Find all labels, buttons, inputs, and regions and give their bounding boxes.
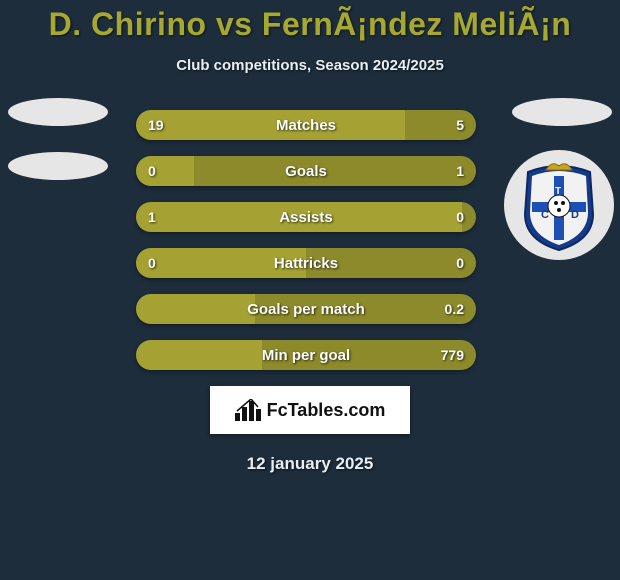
- brand-badge[interactable]: FcTables.com: [210, 386, 410, 434]
- stats-area: C D T Matches195Goals01Assists10Hattrick…: [0, 110, 620, 370]
- stat-label: Hattricks: [136, 248, 476, 278]
- bars-icon: [235, 399, 261, 421]
- avatar-placeholder: [512, 98, 612, 126]
- shield-icon: C D T: [518, 158, 600, 252]
- date-text: 12 january 2025: [0, 454, 620, 474]
- left-placeholder-avatars: [8, 98, 108, 206]
- stat-row: Assists1 0: [136, 202, 476, 232]
- stat-right-value: 0: [456, 202, 464, 232]
- club-badge: C D T: [504, 150, 614, 260]
- stat-label: Assists: [136, 202, 476, 232]
- stat-left-value: 19: [148, 110, 164, 140]
- page-title: D. Chirino vs FernÃ¡ndez MeliÃ¡n: [0, 0, 620, 43]
- stat-row: Matches19 5: [136, 110, 476, 140]
- stat-row: Goals0 1: [136, 156, 476, 186]
- stat-label: Matches: [136, 110, 476, 140]
- stat-right-value: 5: [456, 110, 464, 140]
- svg-text:D: D: [571, 209, 579, 221]
- stat-right-value: 0.2: [445, 294, 464, 324]
- stat-left-value: 0: [148, 156, 156, 186]
- stat-row: Min per goal779: [136, 340, 476, 370]
- stat-right-value: 0: [456, 248, 464, 278]
- comparison-card: D. Chirino vs FernÃ¡ndez MeliÃ¡n Club co…: [0, 0, 620, 580]
- avatar-placeholder: [8, 98, 108, 126]
- stat-row: Hattricks0 0: [136, 248, 476, 278]
- stat-row: Goals per match0.2: [136, 294, 476, 324]
- svg-text:C: C: [541, 209, 549, 221]
- subtitle: Club competitions, Season 2024/2025: [0, 57, 620, 74]
- stat-label: Min per goal: [136, 340, 476, 370]
- right-placeholder-avatar: [512, 98, 612, 126]
- stat-label: Goals per match: [136, 294, 476, 324]
- brand-text: FcTables.com: [267, 400, 386, 421]
- stat-right-value: 779: [441, 340, 464, 370]
- svg-text:T: T: [555, 186, 561, 197]
- stat-right-value: 1: [456, 156, 464, 186]
- stat-left-value: 0: [148, 248, 156, 278]
- stat-label: Goals: [136, 156, 476, 186]
- stat-left-value: 1: [148, 202, 156, 232]
- avatar-placeholder: [8, 152, 108, 180]
